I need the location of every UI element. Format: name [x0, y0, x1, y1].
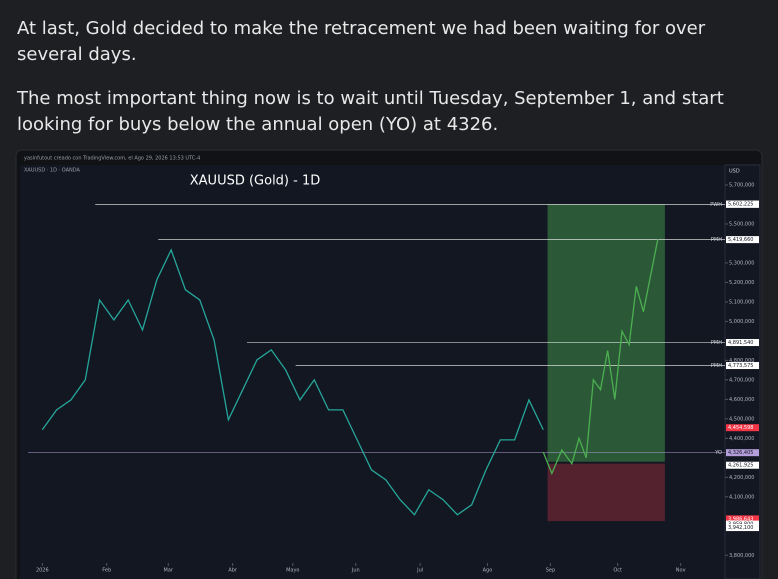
attribution: yasinfutout creado con TradingView.com, … — [24, 156, 200, 162]
trade-zone — [547, 204, 665, 462]
y-tick-label: 4,200,000 — [729, 475, 754, 481]
price-tag — [726, 339, 759, 347]
y-tick-label: 4,700,000 — [729, 377, 754, 383]
level-name: PMH — [711, 237, 722, 243]
x-tick-label: Mayo — [286, 568, 299, 574]
paragraph: The most important thing now is to wait … — [17, 88, 724, 135]
price-tag-label: 4,326,405 — [728, 450, 753, 456]
y-tick-label: 4,100,000 — [729, 494, 754, 500]
price-line — [542, 239, 659, 476]
level-name: PMH — [711, 340, 722, 346]
level-name: PWH — [710, 202, 722, 208]
price-tag-label: 4,891,540 — [728, 340, 753, 346]
y-tick-label: 5,700,000 — [729, 182, 754, 188]
price-tag — [726, 524, 759, 532]
y-tick-label: 4,500,000 — [729, 416, 754, 422]
currency: USD — [729, 169, 740, 175]
y-tick-label: 5,100,000 — [729, 299, 754, 305]
x-tick-label: Ago — [483, 568, 493, 574]
paragraph: At last, Gold decided to make the retrac… — [17, 18, 706, 65]
price-tag — [726, 424, 759, 432]
trade-zone — [547, 463, 665, 522]
x-tick-label: Nov — [676, 568, 686, 574]
x-tick-label: Oct — [613, 568, 622, 574]
y-tick-label: 5,300,000 — [729, 260, 754, 266]
price-line — [41, 248, 544, 516]
level-name: YO — [714, 450, 722, 456]
x-tick-label: Abr — [228, 568, 238, 574]
x-tick-label: Feb — [102, 568, 111, 574]
level-name: PMH — [711, 363, 722, 369]
x-tick-label: Sep — [546, 568, 555, 574]
price-tag-label: 4,454,598 — [728, 425, 753, 431]
chart-title: XAUUSD (Gold) - 1D — [190, 174, 321, 189]
price-tag-label: 4,773,575 — [728, 363, 753, 369]
price-tag — [726, 515, 759, 523]
price-tag — [726, 461, 759, 469]
post-text: At last, Gold decided to make the retrac… — [17, 16, 767, 156]
price-tag-label: 3,986,643 — [728, 516, 753, 522]
price-tag-label: 3,942,100 — [728, 525, 753, 531]
price-tag — [726, 236, 759, 244]
price-tag — [726, 362, 759, 370]
price-tag-label: 5,602,225 — [728, 202, 753, 208]
y-tick-label: 5,200,000 — [729, 280, 754, 286]
y-tick-label: 3,800,000 — [729, 553, 754, 559]
price-tag-label: 4,261,925 — [728, 463, 753, 469]
price-axis — [724, 164, 761, 579]
price-tag-label: 5,419,660 — [728, 237, 753, 243]
x-tick-label: Mar — [164, 568, 174, 574]
price-tag — [726, 200, 759, 208]
y-tick-label: 4,400,000 — [729, 436, 754, 442]
price-tag — [726, 449, 759, 457]
x-tick-label: Jul — [416, 568, 423, 574]
symbol: XAUUSD · 1D · OANDA — [24, 168, 81, 174]
y-tick-label: 5,000,000 — [729, 319, 754, 325]
y-tick-label: 4,800,000 — [729, 358, 754, 364]
x-tick-label: 2026 — [36, 568, 49, 574]
x-tick-label: Jun — [351, 568, 360, 574]
y-tick-label: 4,600,000 — [729, 397, 754, 403]
y-tick-label: 5,500,000 — [729, 221, 754, 227]
